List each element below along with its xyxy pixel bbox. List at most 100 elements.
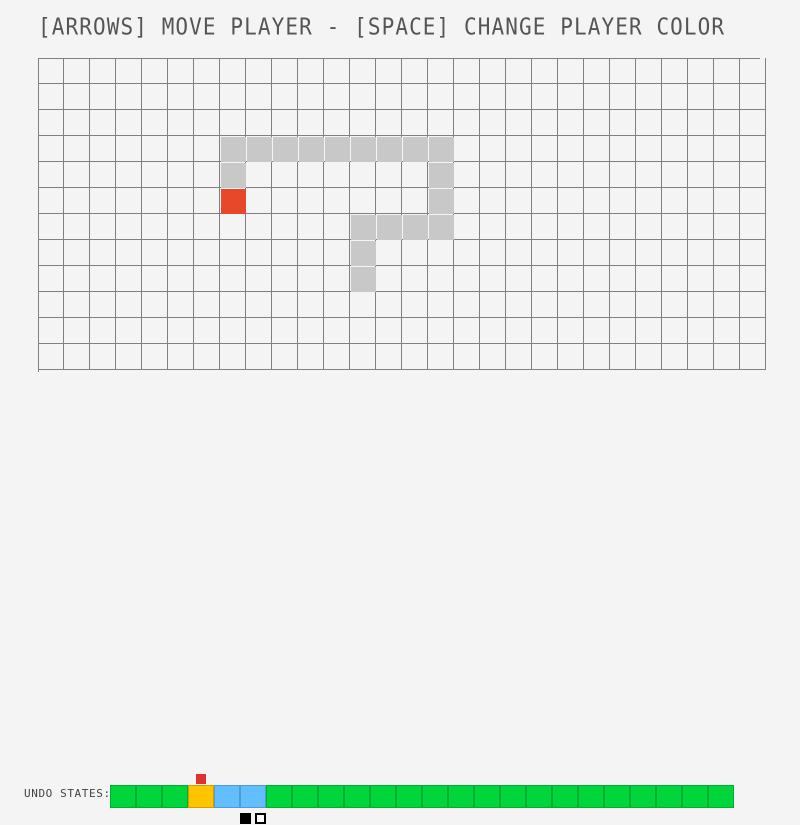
grid-cell[interactable] bbox=[636, 292, 662, 318]
grid-cell[interactable] bbox=[64, 266, 90, 292]
grid-cell[interactable] bbox=[38, 188, 64, 214]
grid-cell[interactable] bbox=[168, 344, 194, 370]
grid-cell[interactable] bbox=[636, 318, 662, 344]
grid-cell[interactable] bbox=[64, 188, 90, 214]
grid-cell[interactable] bbox=[740, 84, 766, 110]
grid-cell[interactable] bbox=[220, 240, 246, 266]
grid-cell[interactable] bbox=[558, 110, 584, 136]
grid-cell[interactable] bbox=[662, 318, 688, 344]
grid-cell[interactable] bbox=[454, 84, 480, 110]
grid-cell[interactable] bbox=[662, 136, 688, 162]
grid-cell[interactable] bbox=[662, 344, 688, 370]
grid-cell[interactable] bbox=[610, 266, 636, 292]
grid-cell[interactable] bbox=[194, 318, 220, 344]
grid-cell[interactable] bbox=[194, 188, 220, 214]
grid-cell[interactable] bbox=[506, 214, 532, 240]
grid-cell[interactable] bbox=[168, 240, 194, 266]
grid-cell[interactable] bbox=[116, 58, 142, 84]
grid-cell[interactable] bbox=[402, 344, 428, 370]
grid-cell[interactable] bbox=[350, 84, 376, 110]
grid-cell[interactable] bbox=[428, 110, 454, 136]
grid-cell[interactable] bbox=[714, 162, 740, 188]
grid-cell[interactable] bbox=[38, 292, 64, 318]
grid-cell[interactable] bbox=[116, 110, 142, 136]
undo-state-cell[interactable] bbox=[500, 785, 526, 808]
grid-cell[interactable] bbox=[350, 344, 376, 370]
grid-cell[interactable] bbox=[558, 240, 584, 266]
grid-cell[interactable] bbox=[376, 344, 402, 370]
grid-cell[interactable] bbox=[532, 292, 558, 318]
grid-cell[interactable] bbox=[662, 58, 688, 84]
grid-cell[interactable] bbox=[584, 292, 610, 318]
grid-cell[interactable] bbox=[740, 266, 766, 292]
grid-cell[interactable] bbox=[324, 110, 350, 136]
grid-cell[interactable] bbox=[454, 110, 480, 136]
grid-cell[interactable] bbox=[116, 188, 142, 214]
grid-cell[interactable] bbox=[636, 136, 662, 162]
grid-cell[interactable] bbox=[506, 318, 532, 344]
grid-cell[interactable] bbox=[350, 188, 376, 214]
undo-state-cell[interactable] bbox=[448, 785, 474, 808]
grid-cell[interactable] bbox=[142, 188, 168, 214]
grid-cell[interactable] bbox=[454, 188, 480, 214]
grid-cell[interactable] bbox=[506, 58, 532, 84]
grid-cell[interactable] bbox=[298, 58, 324, 84]
grid-cell[interactable] bbox=[38, 214, 64, 240]
grid-cell[interactable] bbox=[688, 266, 714, 292]
grid-cell[interactable] bbox=[532, 162, 558, 188]
grid-cell[interactable] bbox=[298, 266, 324, 292]
grid-cell[interactable] bbox=[740, 240, 766, 266]
grid-cell[interactable] bbox=[272, 318, 298, 344]
undo-state-cell[interactable] bbox=[682, 785, 708, 808]
grid-cell[interactable] bbox=[194, 110, 220, 136]
grid-cell[interactable] bbox=[584, 214, 610, 240]
grid-cell[interactable] bbox=[610, 292, 636, 318]
grid-cell[interactable] bbox=[324, 162, 350, 188]
grid-cell[interactable] bbox=[142, 84, 168, 110]
grid-cell[interactable] bbox=[428, 318, 454, 344]
grid-cell[interactable] bbox=[298, 162, 324, 188]
grid-cell[interactable] bbox=[220, 266, 246, 292]
grid-cell[interactable] bbox=[90, 266, 116, 292]
grid-cell[interactable] bbox=[610, 136, 636, 162]
grid-cell[interactable] bbox=[298, 214, 324, 240]
grid-cell[interactable] bbox=[740, 110, 766, 136]
grid-cell[interactable] bbox=[636, 84, 662, 110]
grid-cell[interactable] bbox=[584, 266, 610, 292]
grid-cell[interactable] bbox=[64, 318, 90, 344]
grid-cell[interactable] bbox=[194, 240, 220, 266]
grid-cell[interactable] bbox=[740, 188, 766, 214]
grid-cell[interactable] bbox=[584, 344, 610, 370]
grid-cell[interactable] bbox=[272, 58, 298, 84]
grid-cell[interactable] bbox=[506, 344, 532, 370]
grid-cell[interactable] bbox=[272, 292, 298, 318]
grid-cell[interactable] bbox=[740, 162, 766, 188]
grid-cell[interactable] bbox=[714, 188, 740, 214]
grid-cell[interactable] bbox=[558, 188, 584, 214]
grid-cell[interactable] bbox=[168, 58, 194, 84]
undo-state-cell[interactable] bbox=[630, 785, 656, 808]
grid-cell[interactable] bbox=[272, 110, 298, 136]
grid-cell[interactable] bbox=[298, 84, 324, 110]
grid-cell[interactable] bbox=[740, 136, 766, 162]
grid-cell[interactable] bbox=[714, 110, 740, 136]
grid-cell[interactable] bbox=[636, 344, 662, 370]
grid-cell[interactable] bbox=[64, 292, 90, 318]
grid-cell[interactable] bbox=[532, 214, 558, 240]
grid-cell[interactable] bbox=[324, 188, 350, 214]
grid-cell[interactable] bbox=[454, 318, 480, 344]
grid-cell[interactable] bbox=[688, 58, 714, 84]
grid-cell[interactable] bbox=[116, 84, 142, 110]
grid-cell[interactable] bbox=[454, 136, 480, 162]
undo-state-cell[interactable] bbox=[474, 785, 500, 808]
grid-cell[interactable] bbox=[688, 214, 714, 240]
undo-state-cell[interactable] bbox=[578, 785, 604, 808]
grid-cell[interactable] bbox=[532, 344, 558, 370]
grid-cell[interactable] bbox=[688, 136, 714, 162]
grid-cell[interactable] bbox=[90, 292, 116, 318]
grid-cell[interactable] bbox=[90, 110, 116, 136]
grid-cell[interactable] bbox=[532, 84, 558, 110]
grid-cell[interactable] bbox=[168, 84, 194, 110]
grid-cell[interactable] bbox=[688, 292, 714, 318]
grid-cell[interactable] bbox=[246, 266, 272, 292]
